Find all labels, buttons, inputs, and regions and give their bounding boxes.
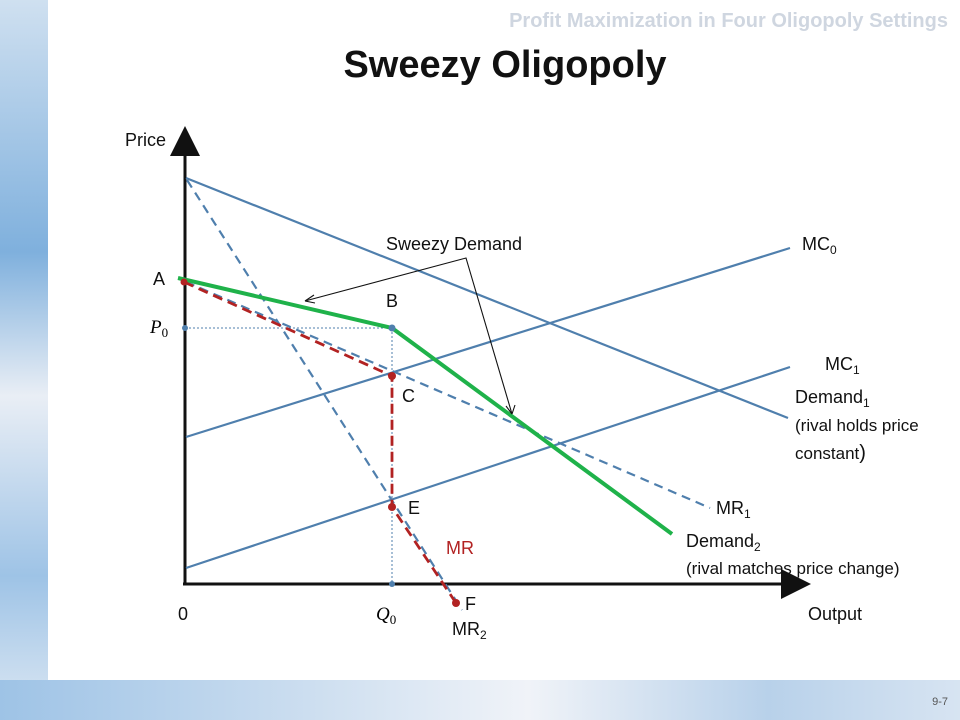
point-c-label: C [402, 386, 415, 406]
y-axis-label: Price [125, 130, 166, 150]
point-b-dot [388, 324, 396, 332]
sweezy-demand-label: Sweezy Demand [386, 234, 522, 254]
mc1-label: MC1 [825, 354, 860, 377]
point-a-label: A [153, 269, 165, 289]
demand2-label: Demand2 [686, 531, 761, 554]
demand1-note-line2: constant) [795, 442, 866, 464]
demand1-curve [185, 176, 789, 420]
mc0-label: MC0 [802, 234, 837, 257]
mr1-label: MR1 [716, 498, 751, 521]
mr2-label: MR2 [452, 619, 487, 642]
arrowhead-right [505, 404, 516, 415]
mr2-curve [186, 179, 463, 611]
mc0-curve [185, 246, 791, 439]
sweezy-demand-pointer [304, 257, 513, 415]
slide-background [48, 0, 960, 680]
origin-label: 0 [178, 604, 188, 624]
footer-band [0, 680, 960, 720]
q0-label: Q0 [376, 604, 396, 627]
mc1-curve [185, 365, 791, 570]
point-b-label: B [386, 291, 398, 311]
p0-dot [182, 325, 188, 331]
page-number: 9-7 [932, 696, 948, 708]
demand1-note-line1: (rival holds price [795, 416, 919, 435]
sweezy-mr-curve [183, 280, 458, 604]
point-c-dot [388, 372, 396, 380]
point-f-dot [452, 599, 460, 607]
p0-label: P0 [149, 317, 168, 340]
q0-dot [389, 581, 395, 587]
point-e-dot [388, 503, 396, 511]
point-a-dot [180, 278, 188, 286]
mr-label: MR [446, 538, 474, 558]
slide-title: Sweezy Oligopoly [343, 44, 667, 86]
demand1-label: Demand1 [795, 387, 870, 410]
sweezy-demand-curve [177, 276, 674, 536]
point-e-label: E [408, 498, 420, 518]
x-axis-label: Output [808, 604, 862, 624]
point-f-label: F [465, 594, 476, 614]
mr1-curve [185, 280, 711, 510]
section-header: Profit Maximization in Four Oligopoly Se… [509, 10, 948, 32]
demand2-note: (rival matches price change) [686, 559, 900, 578]
arrowhead-left [304, 294, 316, 304]
